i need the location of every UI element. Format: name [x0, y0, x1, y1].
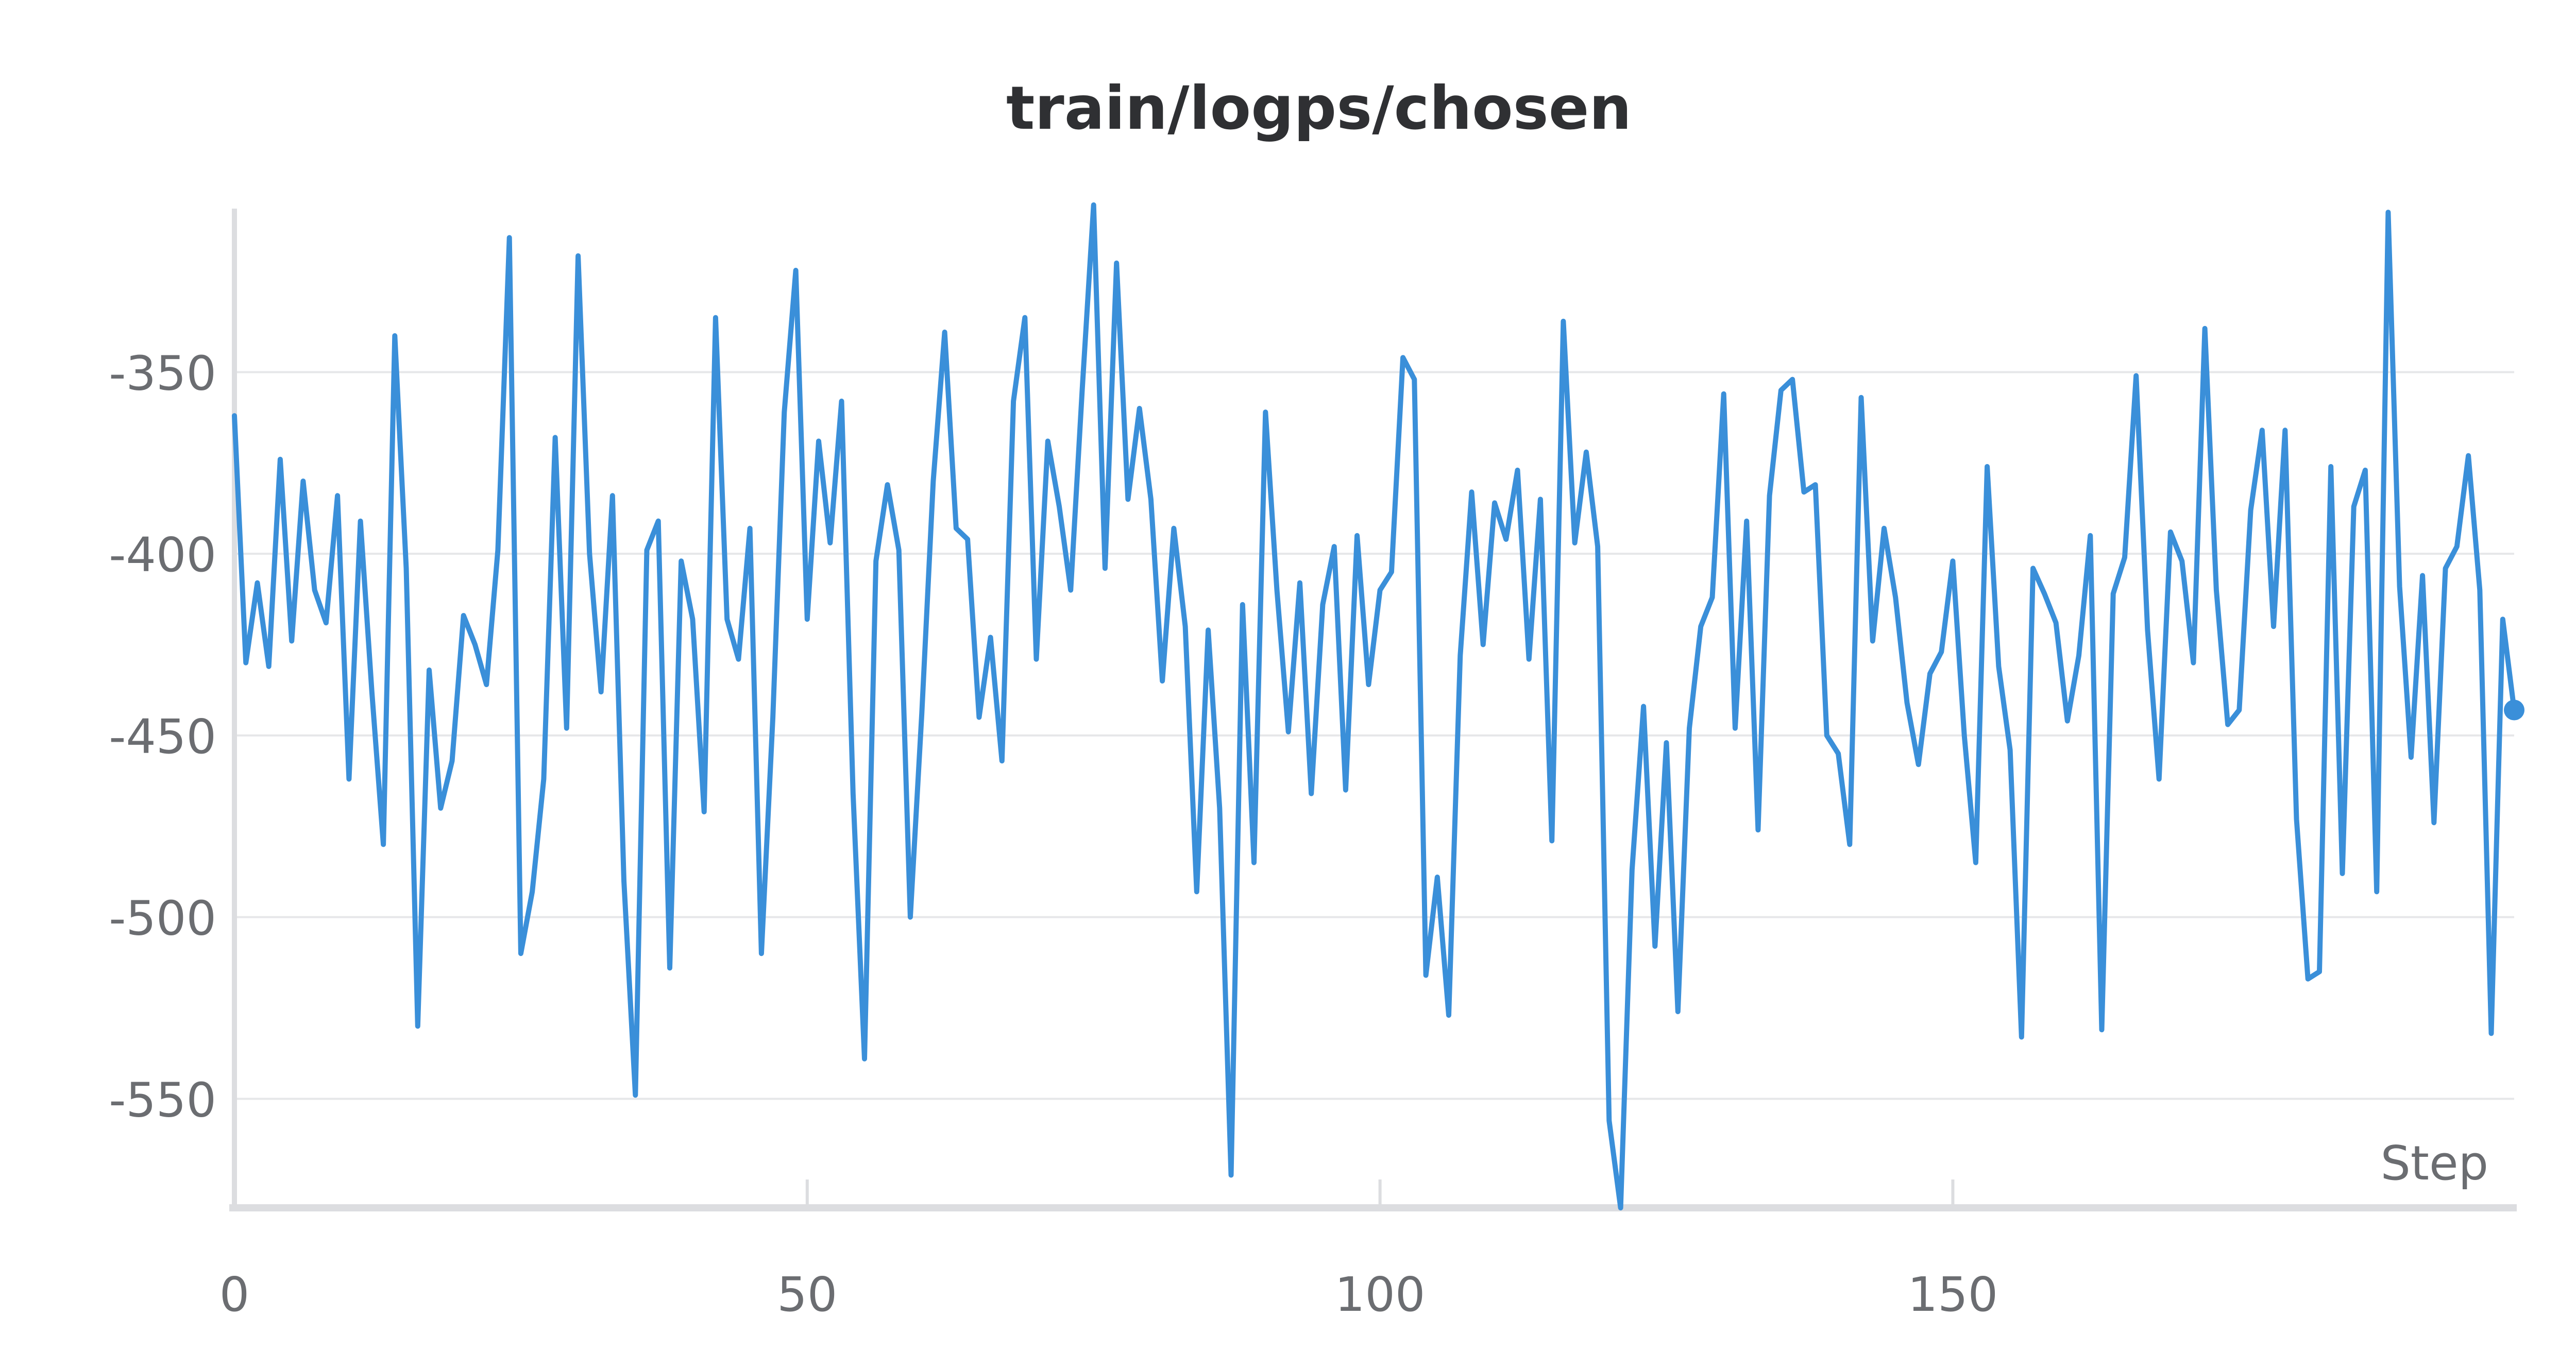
x-tick-label: 50: [777, 1267, 837, 1322]
y-tick-label: -450: [109, 709, 216, 764]
y-tick-label: -400: [109, 527, 216, 583]
x-axis-label: Step: [2381, 1136, 2488, 1191]
y-gridlines: [234, 371, 2514, 1100]
y-tick-label: -350: [109, 346, 216, 401]
y-tick-label: -500: [109, 891, 216, 946]
series-layer: [232, 202, 2524, 1210]
y-tick-label: -550: [109, 1072, 216, 1127]
x-tick-label: 100: [1335, 1267, 1426, 1322]
x-tick-label: 150: [1908, 1267, 1998, 1322]
series-line: [232, 202, 2517, 1210]
x-tick-label: 0: [219, 1267, 250, 1322]
axis-ticks: -350 -400 -450 -500 -550 0 50 100 150: [109, 346, 1998, 1322]
chart-title: train/logps/chosen: [1006, 74, 1632, 143]
last-point-marker: [2504, 699, 2524, 721]
